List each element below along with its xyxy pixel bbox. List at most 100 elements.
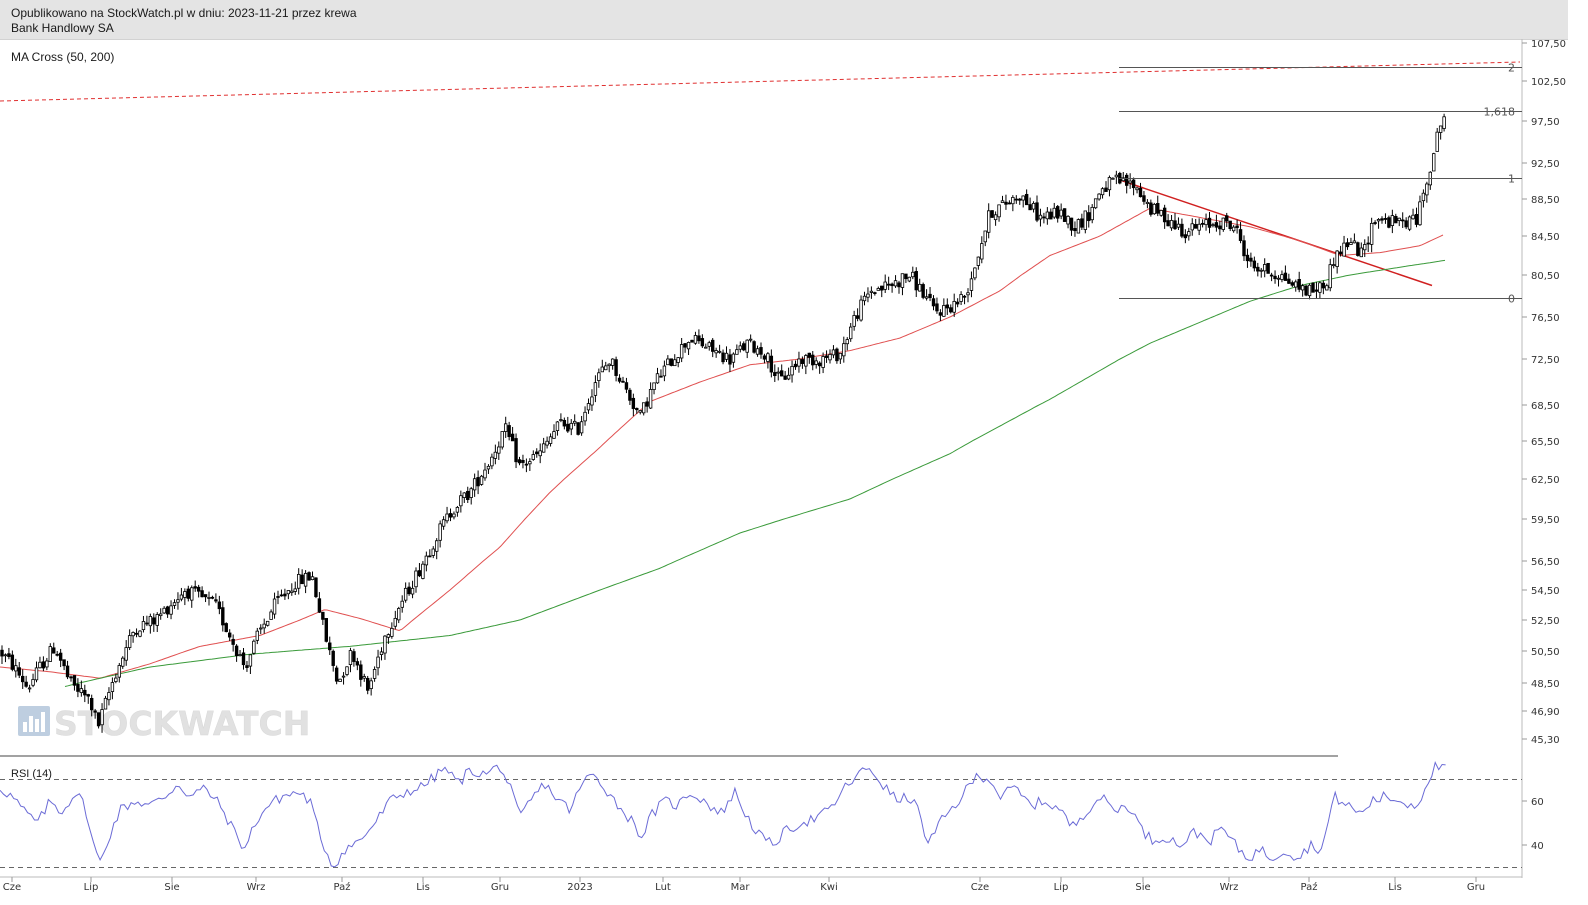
candle bbox=[566, 416, 570, 433]
candle bbox=[1135, 186, 1139, 194]
candle bbox=[248, 654, 253, 675]
candle bbox=[1049, 208, 1053, 220]
candle bbox=[1173, 212, 1177, 231]
time-tick-label: Cze bbox=[3, 882, 21, 893]
candle bbox=[1056, 205, 1060, 223]
time-tick-label: Paź bbox=[334, 881, 351, 893]
candle bbox=[352, 648, 356, 667]
candle bbox=[162, 606, 166, 615]
candle bbox=[1369, 217, 1374, 253]
candle bbox=[362, 673, 366, 682]
candle bbox=[279, 589, 284, 597]
time-tick-label: Lip bbox=[84, 882, 99, 893]
candle bbox=[748, 334, 753, 343]
candle bbox=[1259, 267, 1263, 278]
candle bbox=[296, 568, 301, 595]
candle bbox=[269, 609, 273, 620]
time-tick-label: Wrz bbox=[1220, 882, 1239, 893]
candle bbox=[138, 630, 142, 638]
candle bbox=[500, 431, 504, 450]
candle bbox=[1214, 214, 1219, 232]
candle bbox=[514, 433, 518, 469]
candle bbox=[179, 587, 184, 602]
candle bbox=[245, 660, 249, 672]
candle bbox=[997, 204, 1001, 222]
candle bbox=[314, 577, 318, 599]
candle bbox=[141, 615, 146, 633]
time-tick-label: Wrz bbox=[247, 882, 266, 893]
candlestick-series bbox=[0, 113, 1446, 733]
candle bbox=[1432, 152, 1436, 172]
candle bbox=[438, 520, 442, 548]
candle bbox=[728, 348, 732, 373]
candle bbox=[62, 659, 66, 671]
candle bbox=[642, 402, 646, 416]
candle bbox=[593, 375, 598, 403]
candle bbox=[1149, 199, 1153, 217]
candle bbox=[1114, 170, 1119, 185]
candle bbox=[886, 276, 891, 291]
candle bbox=[1276, 275, 1281, 287]
candle bbox=[704, 343, 708, 349]
candle bbox=[811, 351, 815, 371]
candle bbox=[1442, 113, 1446, 132]
candle bbox=[459, 490, 463, 513]
fib-level-label: 1,618 bbox=[1484, 106, 1516, 119]
publication-info: Opublikowano na StockWatch.pl w dniu: 20… bbox=[11, 6, 357, 20]
candle bbox=[793, 360, 798, 370]
candle bbox=[20, 669, 25, 689]
candle bbox=[1387, 215, 1391, 229]
candle bbox=[797, 351, 801, 373]
candle bbox=[1328, 258, 1332, 292]
candle bbox=[293, 581, 297, 595]
candle bbox=[1221, 217, 1225, 232]
candle bbox=[134, 628, 139, 638]
candle bbox=[110, 677, 115, 700]
candle bbox=[372, 666, 377, 682]
rsi-ticks: 60 40 bbox=[1522, 797, 1544, 852]
candle bbox=[693, 331, 698, 345]
candle bbox=[1073, 221, 1077, 237]
candle bbox=[907, 276, 912, 283]
candle bbox=[1225, 212, 1229, 227]
candle bbox=[993, 211, 998, 226]
candle bbox=[1359, 242, 1363, 258]
candle bbox=[1183, 229, 1188, 244]
candle bbox=[528, 458, 532, 471]
candle bbox=[431, 546, 435, 559]
rsi-tick-label: 60 bbox=[1531, 797, 1544, 808]
candle bbox=[955, 298, 960, 308]
candle bbox=[359, 660, 363, 687]
candle bbox=[552, 424, 556, 439]
candle bbox=[631, 393, 636, 417]
candle bbox=[745, 339, 749, 359]
candle bbox=[193, 580, 197, 592]
candle bbox=[348, 647, 353, 673]
candle bbox=[259, 624, 263, 635]
candle bbox=[1414, 207, 1419, 228]
candle bbox=[476, 470, 480, 495]
candle bbox=[1218, 220, 1222, 236]
candle bbox=[1335, 250, 1339, 274]
candle bbox=[410, 580, 415, 599]
candle bbox=[324, 618, 328, 643]
candle bbox=[662, 360, 667, 382]
time-tick-label: Sie bbox=[1135, 882, 1150, 893]
candle bbox=[973, 267, 977, 281]
candle bbox=[217, 595, 222, 615]
candle bbox=[1290, 280, 1294, 288]
candle bbox=[365, 675, 370, 695]
candle bbox=[1011, 195, 1015, 212]
candle bbox=[283, 588, 287, 600]
time-tick-label: Gru bbox=[1467, 882, 1485, 893]
candle bbox=[679, 338, 684, 363]
candle bbox=[914, 267, 918, 297]
candle bbox=[417, 563, 422, 578]
price-tick-label: 50,50 bbox=[1531, 647, 1560, 658]
candle bbox=[1314, 281, 1319, 299]
candle bbox=[1076, 218, 1081, 234]
time-tick-label: Paź bbox=[1301, 881, 1318, 893]
candle bbox=[918, 278, 922, 292]
candle bbox=[328, 636, 332, 655]
candle bbox=[828, 349, 832, 364]
